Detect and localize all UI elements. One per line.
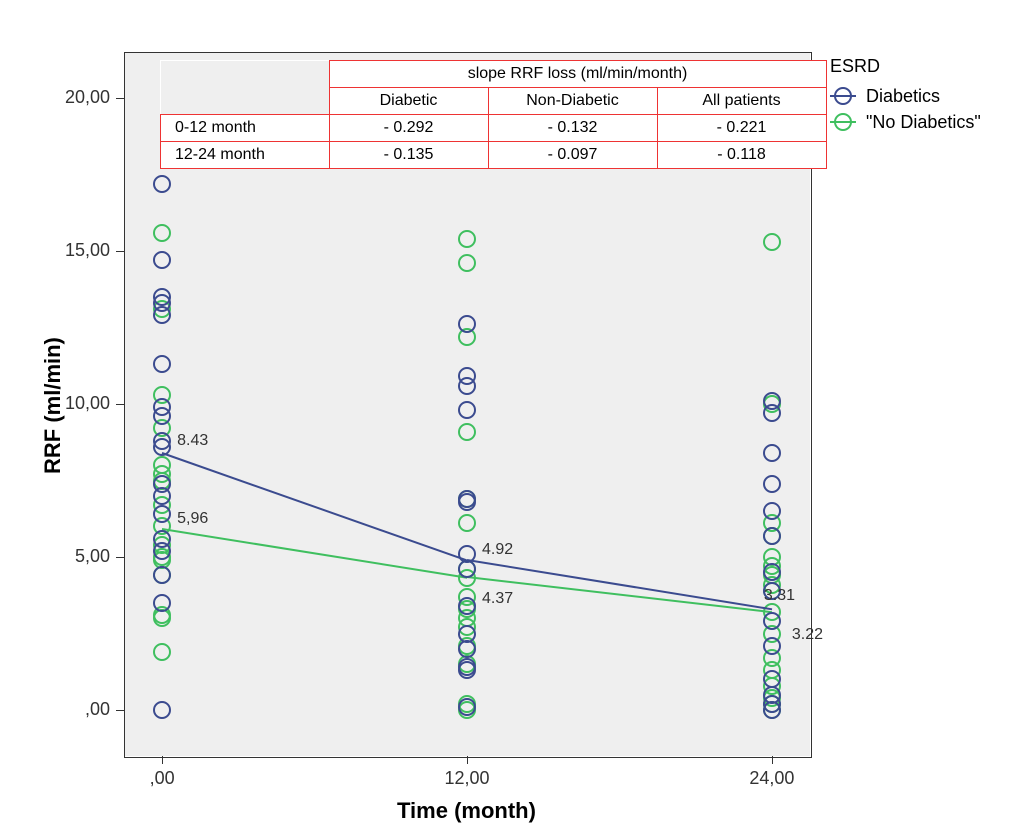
scatter-point (153, 407, 171, 425)
slope-table-col: Diabetic (329, 88, 488, 115)
chart-container: ESRD Diabetics "No Diabetics" RRF (ml/min… (0, 0, 1024, 838)
mean-value-label: 5,96 (177, 510, 208, 528)
scatter-point (153, 701, 171, 719)
slope-table-cell: - 0.292 (329, 115, 488, 142)
scatter-point (153, 224, 171, 242)
slope-table-rowlabel: 12-24 month (161, 142, 330, 169)
scatter-point (763, 563, 781, 581)
legend: ESRD Diabetics "No Diabetics" (830, 56, 981, 135)
scatter-point (458, 423, 476, 441)
scatter-point (153, 505, 171, 523)
scatter-point (458, 640, 476, 658)
x-axis-label: Time (month) (397, 798, 536, 824)
mean-value-label: 8.43 (177, 432, 208, 450)
slope-table-col: All patients (657, 88, 826, 115)
scatter-point (153, 542, 171, 560)
scatter-point (153, 306, 171, 324)
scatter-point (153, 594, 171, 612)
x-tick-label: 24,00 (747, 768, 797, 789)
slope-table-cell: - 0.221 (657, 115, 826, 142)
scatter-point (458, 698, 476, 716)
legend-label: Diabetics (866, 86, 940, 107)
legend-label: "No Diabetics" (866, 112, 981, 133)
scatter-point (763, 502, 781, 520)
scatter-point (458, 493, 476, 511)
slope-table-title: slope RRF loss (ml/min/month) (329, 61, 826, 88)
scatter-point (458, 377, 476, 395)
slope-table-cell: - 0.132 (488, 115, 657, 142)
scatter-point (153, 355, 171, 373)
legend-swatch (830, 86, 856, 106)
scatter-point (763, 233, 781, 251)
scatter-point (763, 404, 781, 422)
legend-item: Diabetics (830, 83, 981, 109)
scatter-point (763, 527, 781, 545)
slope-table-rowlabel: 0-12 month (161, 115, 330, 142)
scatter-point (458, 254, 476, 272)
scatter-point (458, 514, 476, 532)
scatter-point (763, 637, 781, 655)
y-axis-label: RRF (ml/min) (40, 337, 66, 474)
scatter-point (153, 643, 171, 661)
scatter-point (153, 487, 171, 505)
scatter-point (458, 560, 476, 578)
scatter-point (458, 230, 476, 248)
scatter-point (153, 566, 171, 584)
scatter-point (153, 251, 171, 269)
scatter-point (458, 597, 476, 615)
x-tick-label: ,00 (137, 768, 187, 789)
scatter-point (458, 315, 476, 333)
y-tick-label: 5,00 (75, 546, 110, 567)
scatter-point (458, 661, 476, 679)
scatter-point (458, 401, 476, 419)
y-tick-label: 10,00 (65, 393, 110, 414)
mean-value-label: 4.92 (482, 541, 513, 559)
scatter-point (153, 175, 171, 193)
slope-table-cell: - 0.118 (657, 142, 826, 169)
mean-value-label: 3.31 (764, 587, 795, 605)
slope-table-cell: - 0.135 (329, 142, 488, 169)
slope-table: slope RRF loss (ml/min/month)DiabeticNon… (160, 60, 827, 169)
legend-swatch (830, 112, 856, 132)
legend-item: "No Diabetics" (830, 109, 981, 135)
y-tick-label: ,00 (85, 699, 110, 720)
scatter-point (763, 701, 781, 719)
slope-table-col: Non-Diabetic (488, 88, 657, 115)
legend-title: ESRD (830, 56, 981, 77)
scatter-point (763, 475, 781, 493)
y-tick-label: 15,00 (65, 240, 110, 261)
mean-value-label: 3.22 (792, 626, 823, 644)
y-tick-label: 20,00 (65, 87, 110, 108)
scatter-point (763, 612, 781, 630)
x-tick-label: 12,00 (442, 768, 492, 789)
slope-table-cell: - 0.097 (488, 142, 657, 169)
mean-value-label: 4.37 (482, 590, 513, 608)
scatter-point (763, 444, 781, 462)
